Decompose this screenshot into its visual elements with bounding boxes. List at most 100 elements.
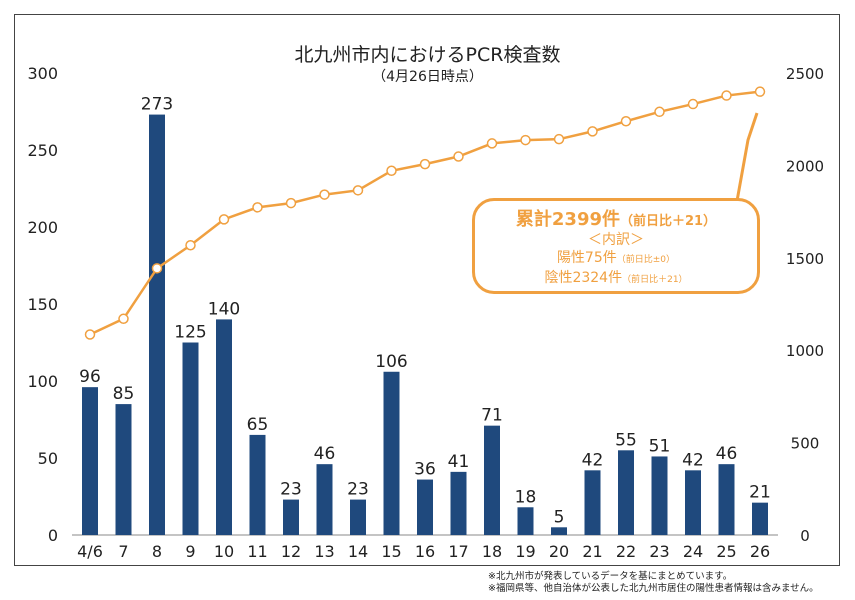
bar-value-label: 55: [615, 430, 637, 450]
cumulative-point: [419, 158, 431, 170]
x-tick-label: 24: [683, 542, 703, 561]
bar-value-label: 65: [247, 415, 269, 435]
bar: [249, 434, 266, 535]
callout-total: 累計2399件: [515, 209, 620, 230]
bar: [718, 464, 735, 535]
bar: [551, 527, 567, 535]
x-tick-label: 16: [415, 542, 435, 561]
bar: [316, 464, 333, 535]
bar: [383, 371, 400, 535]
bar-value-label: 140: [208, 299, 240, 319]
x-tick-label: 9: [185, 542, 195, 561]
callout-pointer: [735, 112, 759, 202]
cumulative-point: [185, 239, 196, 251]
chart-subtitle: （4月26日時点）: [372, 69, 483, 85]
bar-value-label: 125: [174, 323, 206, 343]
x-tick-label: 22: [616, 542, 636, 561]
bar-value-label: 273: [141, 95, 173, 115]
bar: [752, 502, 768, 535]
chart-title: 北九州市内におけるPCR検査数: [294, 44, 561, 66]
bar-value-label: 85: [113, 384, 135, 404]
bar: [149, 114, 165, 535]
bar-value-label: 96: [79, 367, 101, 387]
x-tick-label: 26: [750, 542, 770, 561]
callout-positive-diff: （前日比±0）: [616, 255, 676, 265]
right-tick-label: 1000: [786, 342, 824, 360]
x-tick-label: 18: [482, 542, 502, 561]
bar: [450, 471, 467, 535]
bar: [517, 507, 534, 535]
x-tick-label: 23: [649, 542, 669, 561]
right-tick-label: 0: [800, 527, 810, 545]
left-tick-label: 0: [48, 526, 58, 545]
x-tick-label: 14: [348, 542, 368, 561]
cumulative-point: [654, 106, 665, 118]
footnote: ※北九州市が発表しているデータを基にまとめています。: [488, 571, 733, 582]
cumulative-point: [151, 263, 163, 274]
x-tick-label: 13: [314, 542, 334, 561]
cumulative-point: [721, 90, 732, 101]
cumulative-point: [118, 313, 129, 325]
footnote: ※福岡県等、他自治体が公表した北九州市居住の陽性患者情報は含みません。: [488, 583, 819, 594]
x-tick-label: 19: [515, 542, 535, 561]
right-tick-label: 500: [791, 435, 820, 453]
bar: [82, 387, 98, 535]
cumulative-point: [319, 189, 330, 200]
bar-value-label: 23: [347, 480, 369, 500]
callout-total-diff: （前日比＋21）: [620, 214, 717, 229]
x-tick-label: 15: [381, 542, 401, 561]
x-tick-label: 17: [448, 542, 468, 561]
cumulative-point: [587, 126, 598, 137]
cumulative-point: [252, 202, 263, 213]
bar: [584, 470, 601, 535]
left-tick-label: 150: [27, 295, 58, 314]
bar: [350, 499, 366, 535]
x-tick-label: 10: [214, 542, 234, 561]
bar: [484, 425, 500, 535]
bar: [115, 404, 132, 535]
cumulative-point: [553, 133, 565, 145]
left-tick-label: 200: [27, 218, 58, 237]
callout-negative-diff: （前日比＋21）: [622, 275, 688, 285]
x-tick-label: 25: [716, 542, 736, 561]
x-tick-label: 20: [549, 542, 569, 561]
bar-value-label: 23: [280, 480, 302, 500]
callout-breakdown: ＜内訳＞: [588, 232, 644, 248]
callout-positive: 陽性75件: [556, 250, 617, 266]
cumulative-point: [453, 151, 464, 162]
cumulative-point: [285, 197, 297, 209]
cumulative-point: [754, 86, 766, 97]
cumulative-point: [352, 185, 364, 196]
bar: [618, 450, 634, 535]
cumulative-point: [84, 329, 96, 340]
x-tick-label: 4/6: [77, 542, 103, 561]
x-tick-label: 8: [152, 542, 162, 561]
bar: [651, 456, 668, 535]
bar-value-label: 46: [716, 444, 738, 464]
bar: [417, 479, 433, 535]
footnotes: ※北九州市が発表しているデータを基にまとめています。 ※福岡県等、他自治体が公表…: [488, 571, 819, 595]
cumulative-point: [520, 134, 531, 146]
bar-value-label: 42: [682, 450, 704, 470]
bar-value-label: 21: [749, 483, 771, 503]
cumulative-point: [620, 115, 632, 127]
bar-value-label: 106: [375, 352, 407, 372]
x-tick-label: 11: [247, 542, 267, 561]
bar: [283, 499, 299, 535]
left-tick-label: 50: [38, 449, 58, 468]
bar-value-label: 5: [554, 507, 565, 527]
callout-negative: 陰性2324件: [544, 270, 623, 286]
left-tick-label: 250: [27, 141, 58, 160]
bar-value-label: 18: [515, 487, 537, 507]
cumulative-point: [386, 165, 397, 177]
x-tick-label: 21: [582, 542, 602, 561]
chart-frame: [14, 14, 840, 566]
cumulative-point: [218, 214, 230, 225]
bar: [216, 319, 232, 535]
cumulative-point: [486, 138, 498, 149]
bar-value-label: 51: [649, 436, 671, 456]
left-tick-label: 100: [27, 372, 58, 391]
left-tick-label: 300: [27, 64, 58, 83]
x-tick-label: 7: [118, 542, 128, 561]
